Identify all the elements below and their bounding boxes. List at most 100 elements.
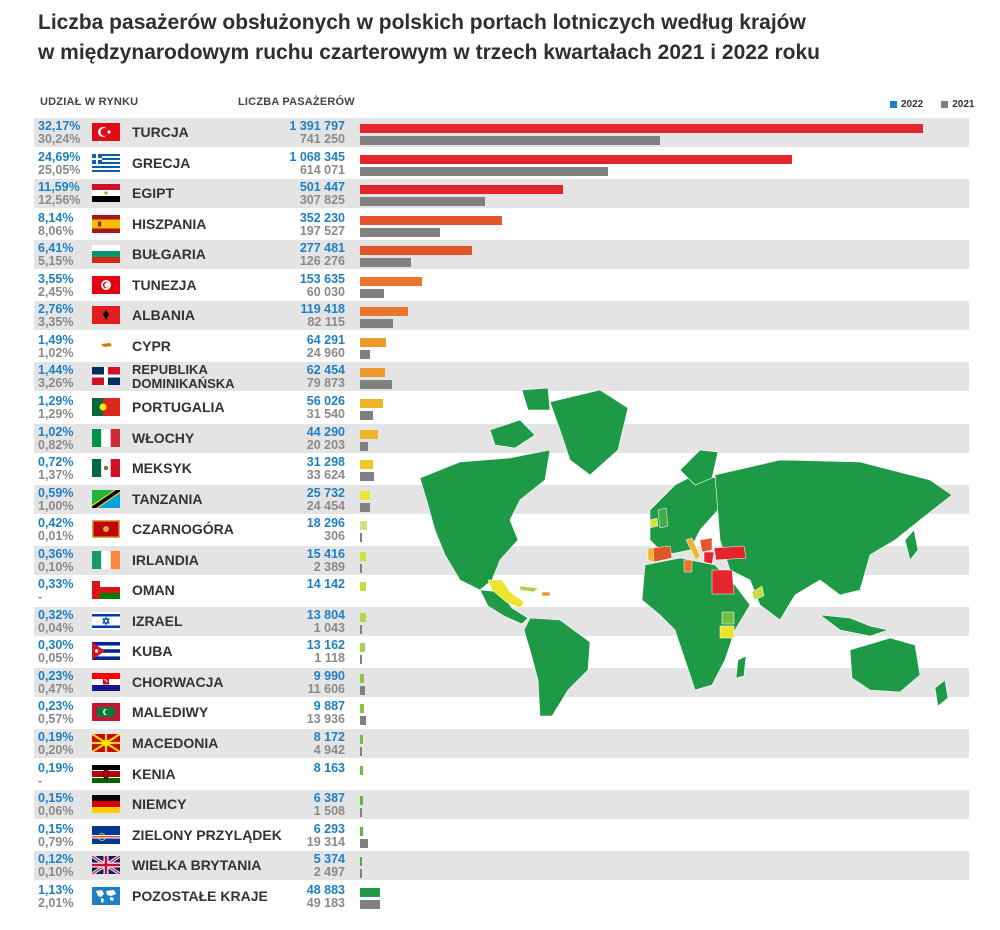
chart-title: Liczba pasażerów obsłużonych w polskich … xyxy=(38,8,978,68)
share-2022: 0,72% xyxy=(38,455,74,470)
share-2022: 0,23% xyxy=(38,668,74,683)
map-balkans xyxy=(699,537,713,553)
share-2022: 1,29% xyxy=(38,393,74,408)
value-2021-label: 13 936 xyxy=(306,712,345,727)
value-2022-label: 18 296 xyxy=(306,516,345,531)
value-2021-label: 24 454 xyxy=(306,498,345,513)
country-name: NIEMCY xyxy=(132,796,187,813)
table-row xyxy=(34,759,969,789)
share-2022: 0,42% xyxy=(38,516,74,531)
share-2021: 0,79% xyxy=(38,834,74,849)
value-2022-label: 6 293 xyxy=(313,821,345,836)
value-2022-label: 13 162 xyxy=(306,638,345,653)
kenya-flag-icon xyxy=(92,764,120,783)
share-2021: - xyxy=(38,773,43,788)
legend: 2022 2021 xyxy=(890,99,975,110)
bar-2022 xyxy=(360,337,386,347)
value-2021-label: 614 071 xyxy=(299,162,345,177)
turkey-flag-icon xyxy=(92,123,120,141)
montenegro-flag-icon xyxy=(92,520,120,539)
cuba-flag-icon xyxy=(92,642,120,661)
share-2021: 2,01% xyxy=(38,895,74,910)
share-2022: 0,19% xyxy=(38,760,74,775)
bar-2022 xyxy=(360,857,363,867)
value-2022-label: 1 068 345 xyxy=(289,149,345,164)
bar-2021 xyxy=(360,747,362,756)
world-map xyxy=(419,387,953,717)
share-2022: 0,23% xyxy=(38,699,74,714)
map-madagascar xyxy=(735,655,747,679)
bar-2021 xyxy=(360,227,440,237)
bar-2021 xyxy=(360,410,373,420)
country-name: TURCJA xyxy=(132,124,189,140)
share-2022: 24,69% xyxy=(38,149,81,164)
value-2021-label: 306 xyxy=(324,529,345,544)
value-2022-label: 44 290 xyxy=(306,424,345,439)
share-2022: 8,14% xyxy=(38,210,74,225)
value-2022-label: 8 163 xyxy=(313,760,345,775)
share-2021: - xyxy=(38,590,43,605)
value-2022-label: 9 990 xyxy=(313,668,345,683)
legend-label-2021: 2021 xyxy=(952,99,975,110)
country-name: CZARNOGÓRA xyxy=(132,521,234,538)
share-2021: 0,20% xyxy=(38,743,74,757)
bar-2021 xyxy=(360,655,362,665)
table-row xyxy=(34,698,969,728)
value-2021-label: 126 276 xyxy=(299,254,345,269)
country-name: OMAN xyxy=(132,582,175,599)
bar-2022 xyxy=(360,582,366,592)
value-2021-label: 307 825 xyxy=(299,193,345,208)
share-2021: 1,37% xyxy=(38,468,74,483)
map-scandinavia xyxy=(679,449,719,486)
value-2022-label: 153 635 xyxy=(299,271,345,286)
map-turkey xyxy=(713,545,747,561)
bar-2021 xyxy=(360,472,374,482)
bar-2022 xyxy=(360,460,373,470)
bar-2022 xyxy=(360,704,364,714)
greece-flag-icon xyxy=(92,153,120,172)
country-name: MALEDIWY xyxy=(132,704,209,721)
map-japan xyxy=(904,529,919,561)
value-2021-label: 741 250 xyxy=(299,132,345,146)
share-2021: 1,02% xyxy=(38,345,74,360)
oman-flag-icon xyxy=(92,581,120,600)
bar-2021 xyxy=(360,808,362,818)
value-2021-label: 33 624 xyxy=(306,468,345,483)
bar-2022 xyxy=(360,276,423,286)
bar-2021 xyxy=(360,685,365,695)
map-new-zealand xyxy=(934,679,949,707)
header-share: UDZIAŁ W RYNKU xyxy=(40,96,139,108)
bar-2022 xyxy=(360,398,383,408)
share-2022: 0,59% xyxy=(38,485,74,500)
value-2021-label: 82 115 xyxy=(307,315,345,330)
table-row xyxy=(34,881,969,911)
bar-2021 xyxy=(360,716,366,726)
country-name: POZOSTAŁE KRAJE xyxy=(132,887,268,904)
value-2022-label: 25 732 xyxy=(306,485,345,500)
table-row xyxy=(34,392,969,422)
share-2022: 0,12% xyxy=(38,852,74,867)
value-2021-label: 79 873 xyxy=(306,376,345,391)
country-name: KUBA xyxy=(132,643,173,660)
croatia-flag-icon xyxy=(92,672,120,691)
table-row xyxy=(34,790,969,820)
bar-2021 xyxy=(360,258,412,268)
value-2021-label: 1 508 xyxy=(313,804,345,819)
table-row xyxy=(34,851,969,881)
country-name: WŁOCHY xyxy=(132,429,195,446)
country-name: CHORWACJA xyxy=(132,673,224,690)
bar-2021 xyxy=(360,624,362,634)
share-2022: 2,76% xyxy=(38,302,74,317)
share-2021: 0,04% xyxy=(38,620,74,635)
bar-2021 xyxy=(360,166,609,176)
share-2021: 3,35% xyxy=(38,315,74,330)
bar-2022 xyxy=(360,307,409,317)
country-name: ZIELONY PRZYLĄDEK xyxy=(132,826,282,843)
map-oman xyxy=(751,585,765,601)
bar-2021 xyxy=(360,197,485,207)
map-italy xyxy=(685,537,701,561)
bar-2022 xyxy=(360,673,365,683)
bar-2022 xyxy=(360,796,363,806)
value-2021-label: 197 527 xyxy=(299,223,345,238)
tunisia-flag-icon xyxy=(92,275,120,294)
